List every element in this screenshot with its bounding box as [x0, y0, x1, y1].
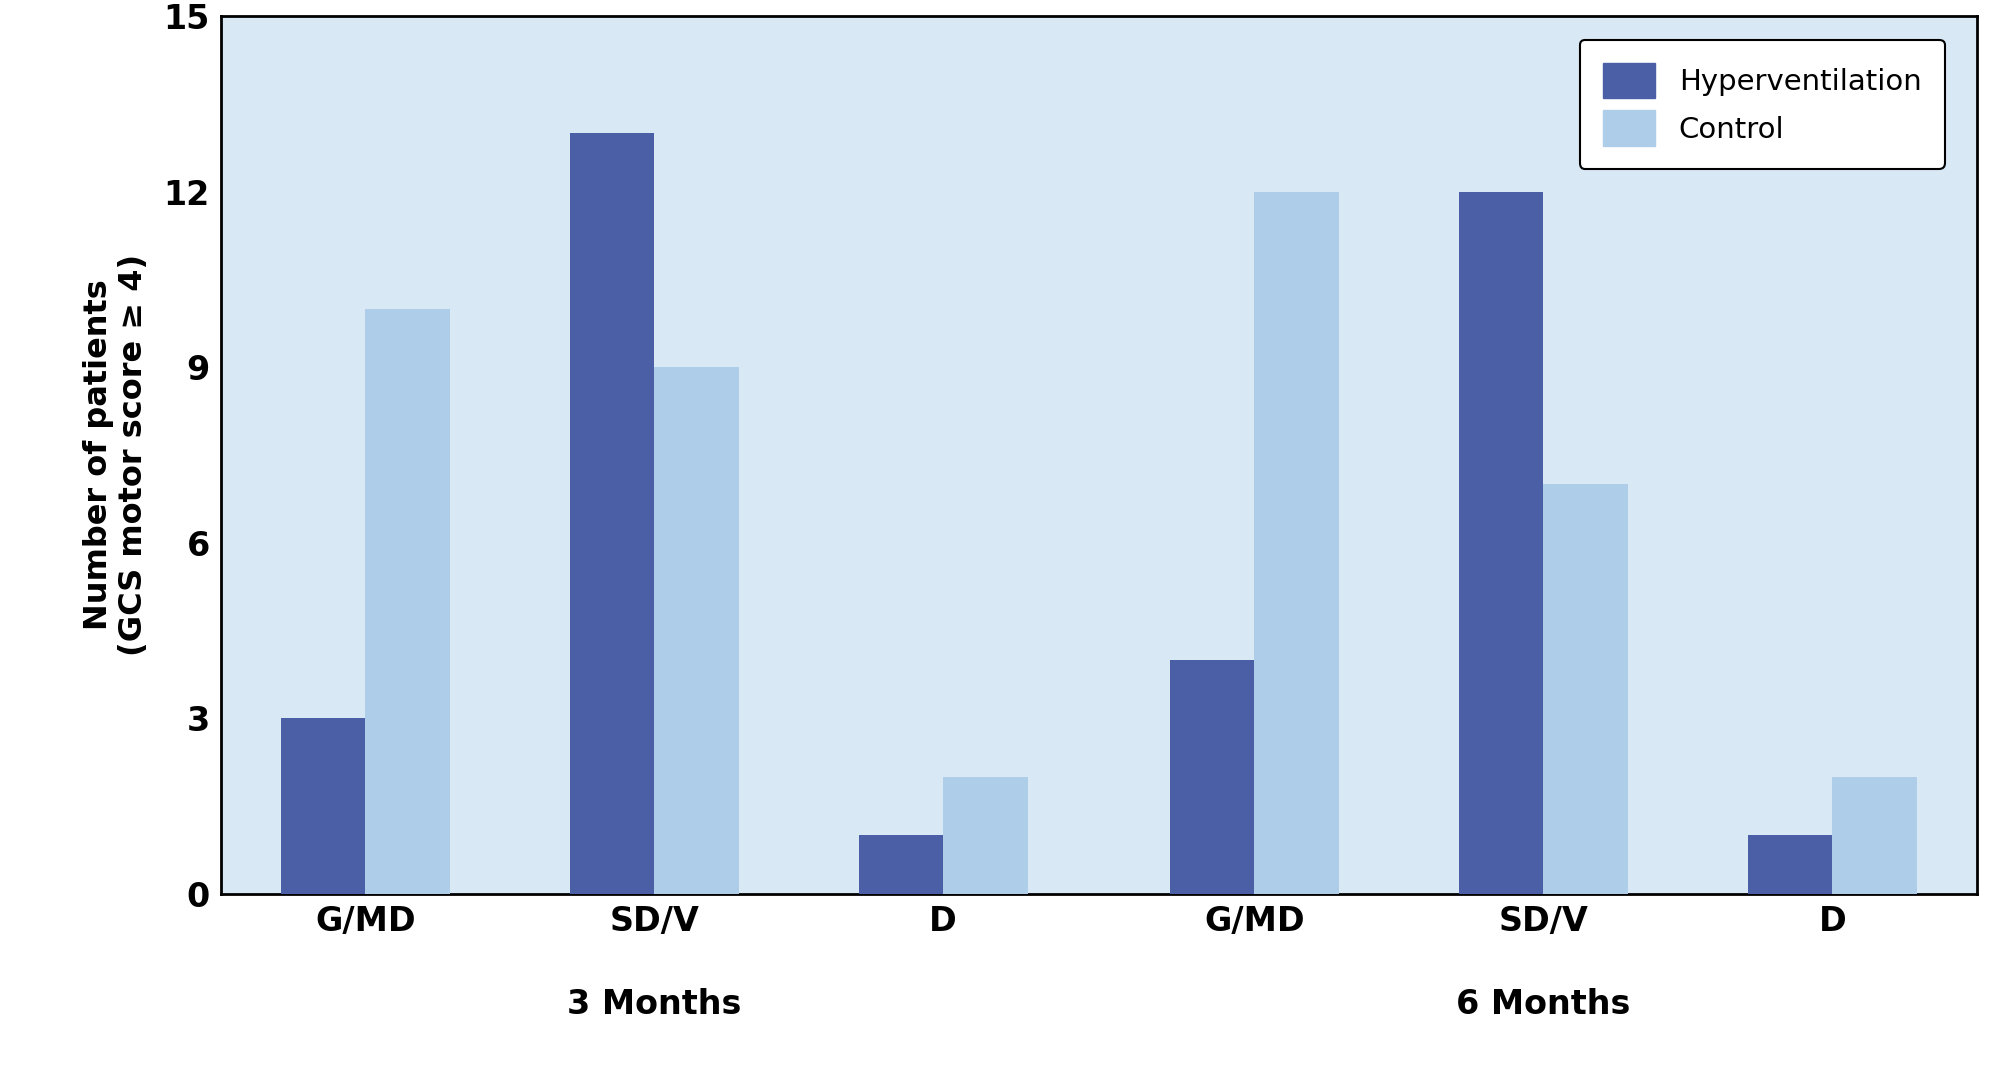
Bar [1543, 485, 1628, 894]
Legend: Hyperventilation, Control: Hyperventilation, Control [1580, 40, 1945, 169]
Bar [1254, 192, 1339, 894]
Bar [943, 777, 1028, 894]
Bar [859, 836, 943, 894]
Bar [570, 134, 654, 894]
Bar [1170, 660, 1254, 894]
Bar [1459, 192, 1543, 894]
Bar [1832, 777, 1917, 894]
Y-axis label: Number of patients
(GCS motor score ≥ 4): Number of patients (GCS motor score ≥ 4) [82, 254, 149, 656]
Bar [365, 309, 450, 894]
Bar [1748, 836, 1832, 894]
Text: 6 Months: 6 Months [1457, 989, 1630, 1021]
Text: 3 Months: 3 Months [568, 989, 741, 1021]
Bar [281, 718, 365, 894]
Bar [654, 367, 739, 894]
